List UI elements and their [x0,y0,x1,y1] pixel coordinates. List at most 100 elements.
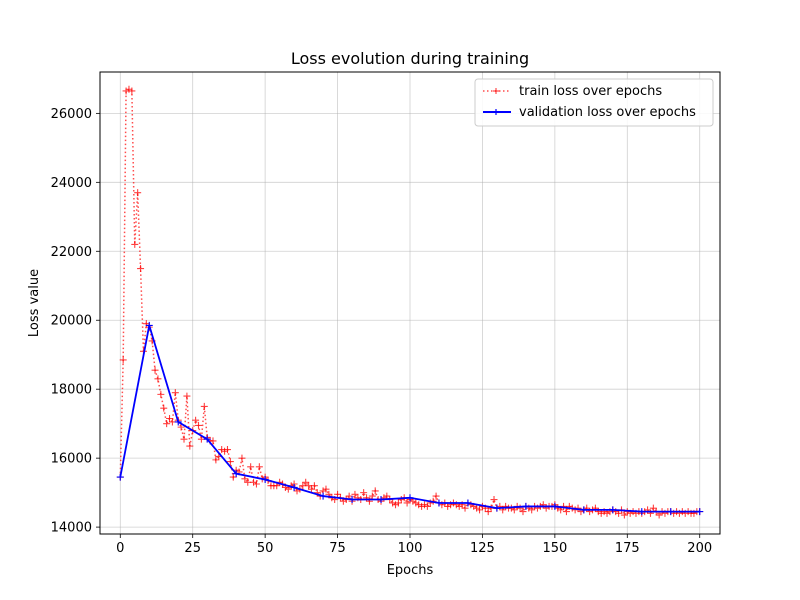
data-point [562,508,570,516]
legend-train-label: train loss over epochs [519,84,662,99]
data-point [655,511,663,519]
data-point [137,265,145,273]
x-tick-label: 150 [542,541,567,556]
x-tick-label: 50 [257,541,274,556]
data-point [116,473,124,481]
data-point [322,485,330,493]
data-point [334,490,342,498]
data-point [174,418,182,426]
legend-box [474,78,714,127]
data-point [163,420,171,428]
data-point [180,435,188,443]
data-point [192,416,200,424]
data-point [209,437,217,445]
data-point [696,508,704,516]
series-layer [116,85,704,519]
x-tick-label: 25 [184,541,201,556]
data-point [403,499,411,507]
data-point [186,442,194,450]
data-point [134,189,142,197]
data-point [638,508,646,516]
data-point [351,490,359,498]
legend-train-marker [493,88,499,94]
data-point [166,415,174,422]
data-point [223,446,231,454]
x-tick-label: 75 [329,541,346,556]
data-point [392,501,400,509]
data-point [667,508,675,516]
data-point [603,509,611,517]
data-point [229,473,237,481]
data-point [125,85,133,93]
data-point [522,502,530,510]
data-point [476,506,484,514]
data-point [348,496,356,504]
y-axis-label: Loss value [27,269,42,337]
x-tick-label: 100 [398,541,423,556]
data-point [261,476,269,484]
data-point [128,87,136,95]
data-point [284,485,292,493]
data-point [212,456,220,464]
data-point [412,499,420,507]
y-axis-ticks: 14000 16000 18000 20000 22000 24000 26000 [51,107,100,536]
x-tick-label: 200 [687,541,712,556]
data-point [455,502,463,510]
data-point [484,508,492,516]
y-tick-label: 20000 [51,314,92,329]
data-point [203,435,211,443]
y-tick-label: 22000 [51,245,92,260]
x-axis-label: Epochs [387,563,434,578]
data-point [490,496,498,504]
legend-validation-label: validation loss over epochs [519,105,696,120]
y-tick-label: 26000 [51,107,92,122]
data-point [580,506,588,514]
data-point [371,487,379,495]
data-point [435,499,443,507]
data-point [554,504,562,512]
data-point [171,389,179,397]
data-point [250,478,258,486]
data-point [319,492,327,500]
data-point [238,454,246,462]
data-point [502,502,510,510]
data-point [310,482,318,490]
data-point [183,392,191,400]
y-tick-label: 16000 [51,452,92,467]
data-point [131,240,139,248]
data-point [200,402,208,410]
series-validation [116,321,704,516]
data-point [444,502,452,510]
data-point [397,496,405,504]
data-point [307,485,315,493]
data-point [142,320,150,328]
data-point [247,463,255,471]
data-point [226,458,234,466]
y-tick-label: 14000 [51,521,92,536]
data-point [145,321,153,329]
data-point [255,463,263,471]
x-axis-ticks: 0 25 50 75 100 125 150 175 200 [116,534,712,556]
chart-title: Loss evolution during training [291,49,529,68]
data-point [360,489,368,497]
x-tick-label: 125 [470,541,495,556]
data-point [528,506,536,514]
grid-lines [100,72,720,534]
x-tick-label: 0 [116,541,124,556]
data-point [620,511,628,519]
data-point [461,504,469,512]
x-tick-label: 175 [615,541,640,556]
data-point [649,504,657,512]
data-point [423,502,431,510]
data-point [241,475,249,483]
legend: train loss over epochs validation loss o… [474,78,714,127]
data-point [119,356,127,364]
data-point [290,483,298,491]
data-point [377,496,385,504]
data-point [151,366,159,374]
data-point [519,508,527,516]
data-point [516,504,524,512]
data-point [232,470,240,478]
data-point [368,492,376,500]
